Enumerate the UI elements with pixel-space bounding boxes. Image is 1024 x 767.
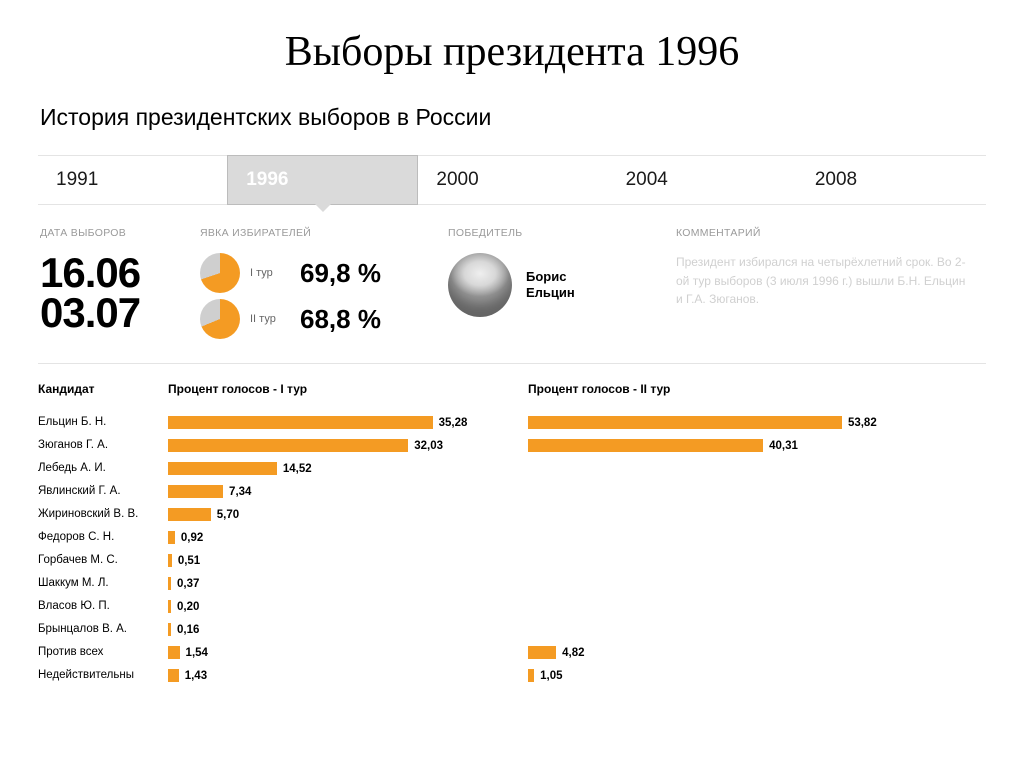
bar-row: 0,20 [168,595,528,618]
bar-row [528,480,938,503]
candidate-label: Власов Ю. П. [38,594,168,617]
bar [528,439,763,452]
bar-row: 14,52 [168,457,528,480]
bar [168,416,433,429]
bar [168,531,175,544]
bar [168,669,179,682]
tab-1991[interactable]: 1991 [38,155,227,205]
bar-row [528,549,938,572]
bar-row: 1,05 [528,664,938,687]
bar-row: 0,51 [168,549,528,572]
bar-value: 40,31 [769,440,798,452]
bar [168,508,211,521]
candidate-label: Федоров С. Н. [38,525,168,548]
pie-icon [200,253,240,293]
bar [168,623,171,636]
bar-value: 1,43 [185,670,207,682]
bar-row: 0,16 [168,618,528,641]
info-strip: ДАТА ВЫБОРОВ 16.06 03.07 ЯВКА ИЗБИРАТЕЛЕ… [38,209,986,364]
comment-text: Президент избирался на четырёхлетний сро… [676,253,968,309]
bar-row [528,618,938,641]
bar-row: 0,92 [168,526,528,549]
bar-row: 35,28 [168,411,528,434]
bar-row [528,526,938,549]
candidate-label: Явлинский Г. А. [38,479,168,502]
bar-value: 0,92 [181,532,203,544]
turnout-r2: 68,8 % [300,304,381,335]
winner-lastname: Ельцин [526,285,575,301]
candidate-label: Зюганов Г. А. [38,433,168,456]
avatar [448,253,512,317]
tab-2000[interactable]: 2000 [418,155,607,205]
bar-row: 5,70 [168,503,528,526]
candidate-label: Горбачев М. С. [38,548,168,571]
bar-row [528,503,938,526]
candidate-label: Жириновский В. В. [38,502,168,525]
bar-row: 53,82 [528,411,938,434]
bar-value: 14,52 [283,463,312,475]
turnout-row-2: II тур 68,8 % [200,299,430,339]
bar [168,485,223,498]
col-header-round1: Процент голосов - I тур [168,382,528,397]
bar-value: 4,82 [562,647,584,659]
tab-1996[interactable]: 1996 [227,155,418,205]
pie-icon [200,299,240,339]
bar-row: 0,37 [168,572,528,595]
turnout-row-1: I тур 69,8 % [200,253,430,293]
bar [168,577,171,590]
bar-value: 32,03 [414,440,443,452]
bar [528,646,556,659]
bar-value: 0,51 [178,555,200,567]
candidate-label: Ельцин Б. Н. [38,410,168,433]
label-winner: ПОБЕДИТЕЛЬ [448,227,658,239]
col-header-candidate: Кандидат [38,382,168,396]
tab-2004[interactable]: 2004 [608,155,797,205]
tour2-label: II тур [250,313,290,325]
turnout-r1: 69,8 % [300,258,381,289]
results-chart: Кандидат Ельцин Б. Н.Зюганов Г. А.Лебедь… [38,382,986,687]
date-round1: 16.06 [40,253,182,293]
bar-value: 1,54 [186,647,208,659]
bar-value: 0,20 [177,601,199,613]
bar-value: 53,82 [848,417,877,429]
tab-2008[interactable]: 2008 [797,155,986,205]
bar-row [528,457,938,480]
label-turnout: ЯВКА ИЗБИРАТЕЛЕЙ [200,227,430,239]
bar-value: 1,05 [540,670,562,682]
bar-value: 35,28 [439,417,468,429]
tour1-label: I тур [250,267,290,279]
bar [168,646,180,659]
winner-firstname: Борис [526,269,575,285]
subtitle: История президентских выборов в России [40,104,986,131]
bar [168,439,408,452]
candidate-label: Лебедь А. И. [38,456,168,479]
bar-row: 7,34 [168,480,528,503]
candidate-label: Шаккум М. Л. [38,571,168,594]
date-round2: 03.07 [40,293,182,333]
bar-value: 7,34 [229,486,251,498]
candidate-label: Против всех [38,640,168,663]
bar-row: 1,43 [168,664,528,687]
label-date: ДАТА ВЫБОРОВ [40,227,182,239]
bar-value: 0,16 [177,624,199,636]
bar [528,669,534,682]
bar-value: 5,70 [217,509,239,521]
page-title: Выборы президента 1996 [38,28,986,76]
bar [168,462,277,475]
bar-row: 32,03 [168,434,528,457]
candidate-label: Брынцалов В. А. [38,617,168,640]
bar-row [528,572,938,595]
bar-value: 0,37 [177,578,199,590]
year-tabs: 19911996200020042008 [38,155,986,205]
candidate-label: Недействительны [38,663,168,686]
bar-row [528,595,938,618]
bar-row: 4,82 [528,641,938,664]
label-comment: КОММЕНТАРИЙ [676,227,968,239]
col-header-round2: Процент голосов - II тур [528,382,938,397]
bar-row: 1,54 [168,641,528,664]
bar [528,416,842,429]
bar-row: 40,31 [528,434,938,457]
bar [168,600,171,613]
bar [168,554,172,567]
